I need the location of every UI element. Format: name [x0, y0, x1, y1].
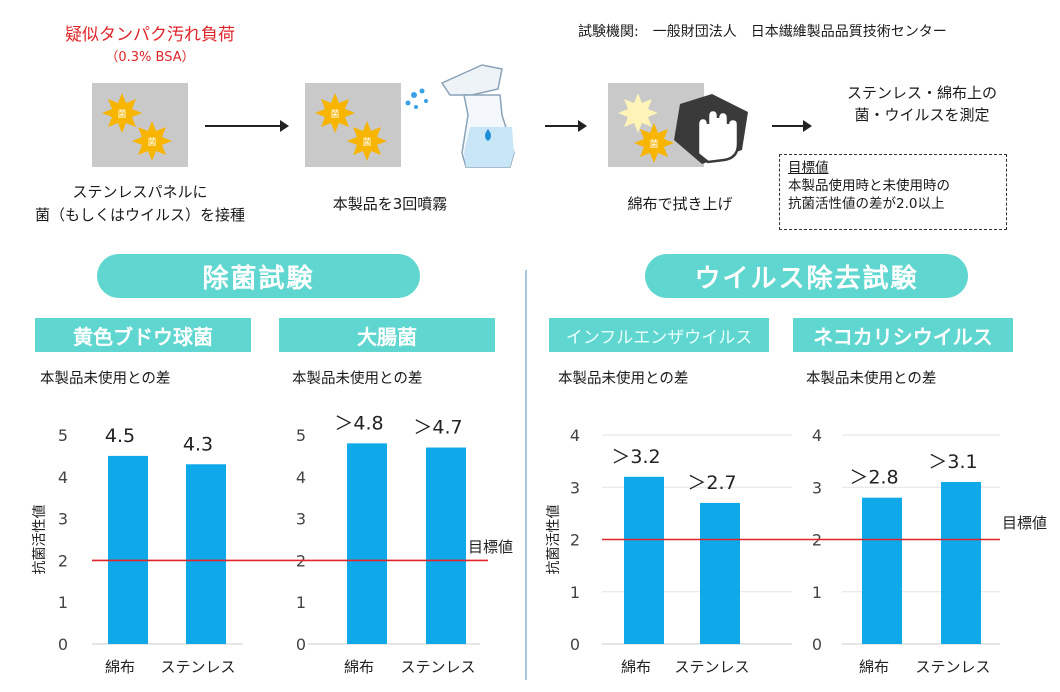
arrow-icon: [205, 120, 289, 132]
germ-label: 菌: [147, 136, 156, 148]
bar: [108, 455, 148, 644]
y-tick-label: 0: [296, 635, 306, 654]
germ-label: 菌: [117, 108, 126, 120]
load-title: 疑似タンパク汚れ負荷: [65, 25, 235, 45]
load-subtitle: （0.3% BSA）: [105, 50, 195, 65]
bar: [862, 497, 902, 644]
germ-icon: 菌 菌: [102, 93, 172, 161]
germ-icon: 菌 菌: [315, 93, 387, 161]
y-tick-label: 0: [812, 635, 822, 654]
chart-subtitle: 本製品未使用との差: [292, 371, 423, 387]
data-label: 4.5: [105, 425, 135, 447]
chart-title: インフルエンザウイルス: [549, 318, 769, 352]
spray-bottle-icon: [405, 64, 515, 168]
measure-line-2: 菌・ウイルスを測定: [854, 106, 990, 124]
target-label: 目標値: [468, 538, 513, 556]
antibacterial-section-title: 除菌試験: [97, 254, 420, 298]
data-label: 4.3: [183, 433, 213, 455]
bar: [700, 502, 740, 644]
y-tick-label: 1: [58, 593, 68, 612]
y-tick-label: 5: [296, 426, 306, 445]
data-label: ＞3.2: [611, 446, 660, 468]
data-label: ＞4.8: [334, 412, 383, 434]
chart-staphylococcus: 0 1 2 3 4 5 4.5 綿布 4.3 ステンレス 抗菌活性値: [32, 425, 280, 676]
x-tick-label: ステンレス: [674, 658, 749, 676]
y-tick-label: 1: [812, 583, 822, 602]
bar: [624, 476, 664, 644]
stainless-panel: 菌 菌: [92, 83, 188, 167]
chart-subtitle: 本製品未使用との差: [806, 371, 937, 387]
measure-line-1: ステンレス・綿布上の: [846, 84, 997, 102]
x-tick-label: 綿布: [105, 658, 135, 676]
target-label: 目標値: [1002, 514, 1047, 532]
data-label: ＞4.7: [413, 417, 462, 439]
y-tick-label: 4: [58, 468, 68, 487]
y-tick-label: 0: [58, 635, 68, 654]
y-tick-label: 0: [570, 635, 580, 654]
section-divider: [525, 270, 527, 680]
x-tick-label: ステンレス: [400, 658, 475, 676]
x-tick-label: 綿布: [859, 658, 889, 676]
y-tick-label: 5: [58, 426, 68, 445]
step-spray-text: 本製品を3回噴霧: [332, 195, 448, 213]
chart-title: ネコカリシウイルス: [793, 318, 1013, 352]
arrow-icon: [545, 120, 587, 132]
y-tick-label: 3: [570, 478, 580, 497]
goal-title: 目標値: [788, 160, 829, 176]
chart-influenza: 0 1 2 3 4 ＞3.2 綿布 ＞2.7 ステンレス 抗菌活性値: [546, 426, 800, 676]
chart-title: 大腸菌: [279, 318, 495, 352]
chart-subtitle: 本製品未使用との差: [558, 371, 689, 387]
y-axis-label: 抗菌活性値: [32, 505, 48, 575]
germ-label: 菌: [649, 138, 658, 150]
y-tick-label: 4: [296, 468, 306, 487]
data-label: ＞3.1: [928, 451, 977, 473]
germ-icon: 菌: [618, 93, 674, 163]
goal-line-1: 本製品使用時と未使用時の: [788, 178, 950, 194]
step-inoculate-text: ステンレスパネルに 菌（もしくはウイルス）を接種: [25, 181, 255, 227]
y-axis-label: 抗菌活性値: [546, 505, 562, 575]
y-tick-label: 1: [296, 593, 306, 612]
goal-box: 目標値 本製品使用時と未使用時の 抗菌活性値の差が2.0以上: [779, 154, 1007, 230]
glove-cloth-icon: [674, 94, 748, 164]
germ-label: 菌: [330, 108, 339, 120]
inoculate-line-2: 菌（もしくはウイルス）を接種: [34, 206, 245, 224]
bar: [426, 447, 466, 644]
bar: [347, 443, 387, 644]
goal-line-2: 抗菌活性値の差が2.0以上: [788, 196, 945, 212]
y-tick-label: 4: [570, 426, 580, 445]
x-tick-label: 綿布: [344, 658, 374, 676]
bar: [941, 482, 981, 644]
y-tick-label: 2: [58, 551, 68, 570]
antiviral-section-title: ウイルス除去試験: [645, 254, 968, 298]
x-tick-label: ステンレス: [160, 658, 235, 676]
arrow-icon: [772, 120, 812, 132]
chart-title: 黄色ブドウ球菌: [35, 318, 251, 352]
institution-text: 試験機関: 一般財団法人 日本繊維製品品質技術センター: [578, 24, 947, 40]
bar: [186, 464, 226, 644]
y-tick-label: 1: [570, 583, 580, 602]
y-tick-label: 3: [812, 478, 822, 497]
inoculate-line-1: ステンレスパネルに: [72, 183, 208, 201]
x-tick-label: ステンレス: [915, 658, 990, 676]
germ-label: 菌: [362, 136, 371, 148]
y-tick-label: 3: [296, 510, 306, 529]
step-wipe-text: 綿布で拭き上げ: [627, 195, 733, 213]
chart-subtitle: 本製品未使用との差: [40, 371, 171, 387]
x-tick-label: 綿布: [621, 658, 651, 676]
y-tick-label: 4: [812, 426, 822, 445]
y-tick-label: 3: [58, 510, 68, 529]
step-measure-text: ステンレス・綿布上の 菌・ウイルスを測定: [822, 82, 1022, 126]
y-tick-label: 2: [570, 531, 580, 550]
sprayed-panel: 菌 菌: [305, 83, 401, 167]
data-label: ＞2.8: [849, 467, 898, 489]
data-label: ＞2.7: [687, 472, 736, 494]
